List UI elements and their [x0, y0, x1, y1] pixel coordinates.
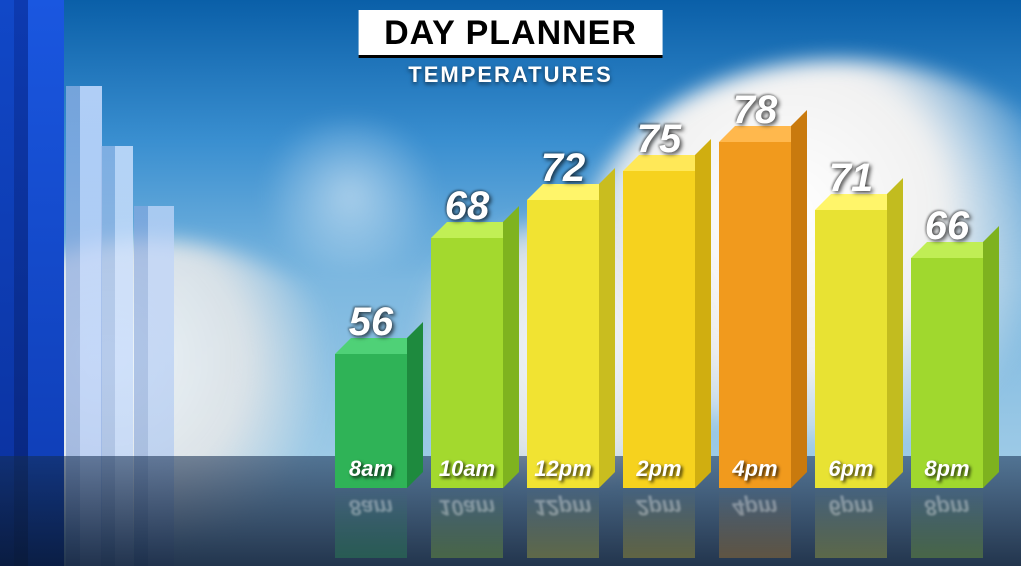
temperature-bar: 668pm8pm: [906, 258, 988, 488]
temperature-bar: 784pm4pm: [714, 142, 796, 488]
temperature-value: 72: [527, 146, 599, 191]
temperature-bar: 716pm6pm: [810, 210, 892, 488]
title-sub: TEMPERATURES: [358, 62, 663, 88]
temperature-bar-chart: 568am8am6810am10am7212pm12pm752pm2pm784p…: [330, 108, 1010, 488]
temperature-value: 78: [719, 88, 791, 133]
time-label: 6pm: [815, 456, 887, 482]
temperature-bar: 568am8am: [330, 354, 412, 488]
time-label: 2pm: [623, 456, 695, 482]
temperature-bar: 752pm2pm: [618, 171, 700, 488]
time-label: 12pm: [527, 456, 599, 482]
temperature-bar: 6810am10am: [426, 238, 508, 488]
temperature-bar: 7212pm12pm: [522, 200, 604, 488]
title-main: DAY PLANNER: [358, 10, 663, 58]
time-label: 4pm: [719, 456, 791, 482]
time-label: 10am: [431, 456, 503, 482]
time-label: 8pm: [911, 456, 983, 482]
temperature-value: 56: [335, 300, 407, 345]
temperature-value: 68: [431, 184, 503, 229]
weather-day-planner: DAY PLANNER TEMPERATURES 568am8am6810am1…: [0, 0, 1021, 566]
title-block: DAY PLANNER TEMPERATURES: [358, 10, 663, 88]
temperature-value: 75: [623, 117, 695, 162]
temperature-value: 71: [815, 156, 887, 201]
time-label: 8am: [335, 456, 407, 482]
temperature-value: 66: [911, 204, 983, 249]
